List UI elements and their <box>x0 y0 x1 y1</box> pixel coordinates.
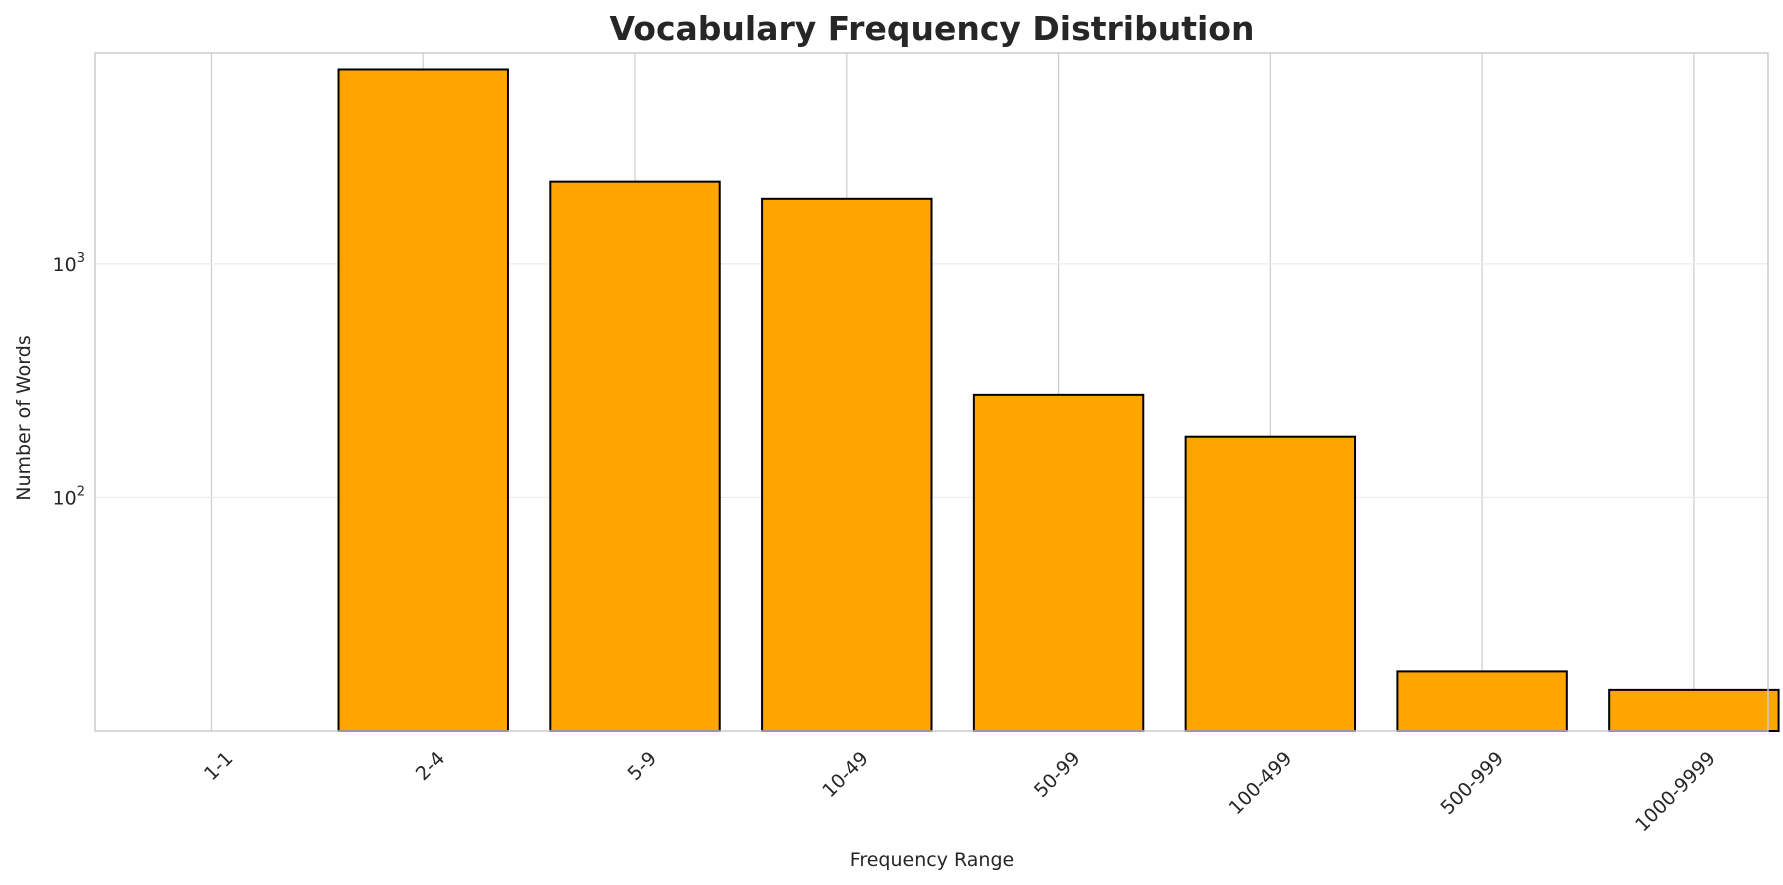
plot-frame <box>94 52 1769 732</box>
bar-10-49 <box>761 197 933 732</box>
bars <box>337 68 1780 733</box>
y-tick-labels: 102 103 <box>53 251 85 510</box>
bar-5-9 <box>549 180 721 733</box>
bar-100-499 <box>1184 435 1357 732</box>
bar-500-999 <box>1396 670 1568 732</box>
bar-50-99 <box>972 393 1145 732</box>
x-axis-label: Frequency Range <box>850 849 1014 871</box>
chart-title: Vocabulary Frequency Distribution <box>610 9 1255 48</box>
bar-2-4 <box>337 68 509 732</box>
y-tick-label: 102 <box>53 484 85 509</box>
bar-1000-9999 <box>1608 688 1780 732</box>
y-tick-label: 103 <box>53 251 85 276</box>
y-axis-label: Number of Words <box>13 335 35 500</box>
